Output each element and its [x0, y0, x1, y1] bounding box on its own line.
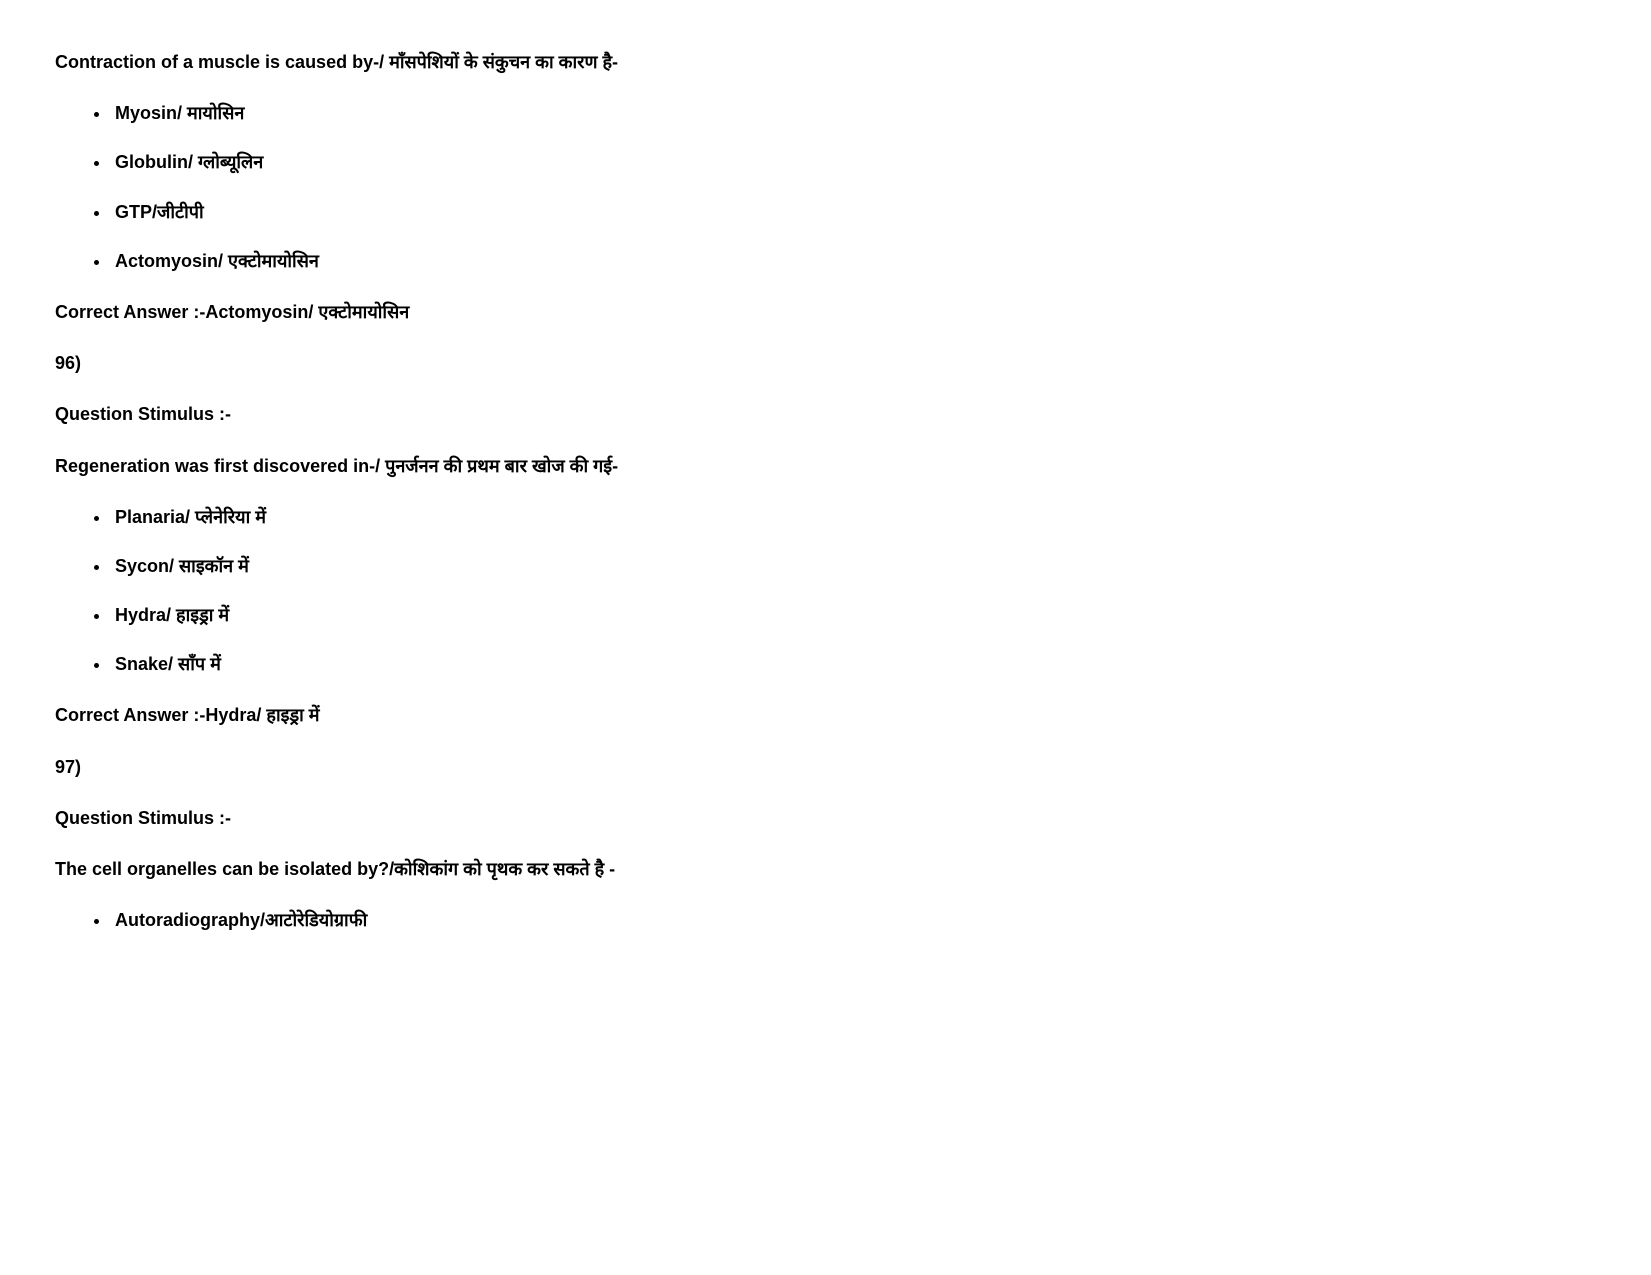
- option-item: Autoradiography/आटोरेडियोग्राफी: [111, 908, 1596, 933]
- option-item: Planaria/ प्लेनेरिया में: [111, 505, 1596, 530]
- options-list: Myosin/ मायोसिन Globulin/ ग्लोब्यूलिन GT…: [111, 101, 1596, 274]
- question-text: The cell organelles can be isolated by?/…: [55, 857, 1596, 882]
- options-list: Autoradiography/आटोरेडियोग्राफी: [111, 908, 1596, 933]
- option-item: Myosin/ मायोसिन: [111, 101, 1596, 126]
- option-item: Globulin/ ग्लोब्यूलिन: [111, 150, 1596, 175]
- correct-answer-label: Correct Answer :-: [55, 705, 205, 725]
- correct-answer-value: Actomyosin/ एक्टोमायोसिन: [205, 302, 409, 322]
- question-stimulus-label: Question Stimulus :-: [55, 806, 1596, 831]
- question-block-96: 96) Question Stimulus :- Regeneration wa…: [55, 351, 1596, 729]
- option-item: GTP/जीटीपी: [111, 200, 1596, 225]
- question-number: 96): [55, 351, 1596, 376]
- question-number: 97): [55, 755, 1596, 780]
- correct-answer: Correct Answer :-Actomyosin/ एक्टोमायोसि…: [55, 300, 1596, 325]
- option-item: Actomyosin/ एक्टोमायोसिन: [111, 249, 1596, 274]
- correct-answer: Correct Answer :-Hydra/ हाइड्रा में: [55, 703, 1596, 728]
- question-block-97: 97) Question Stimulus :- The cell organe…: [55, 755, 1596, 934]
- question-text: Regeneration was first discovered in-/ प…: [55, 454, 1596, 479]
- question-block-95: Contraction of a muscle is caused by-/ म…: [55, 50, 1596, 325]
- option-item: Snake/ साँप में: [111, 652, 1596, 677]
- question-stimulus-label: Question Stimulus :-: [55, 402, 1596, 427]
- options-list: Planaria/ प्लेनेरिया में Sycon/ साइकॉन म…: [111, 505, 1596, 678]
- option-item: Hydra/ हाइड्रा में: [111, 603, 1596, 628]
- question-text: Contraction of a muscle is caused by-/ म…: [55, 50, 1596, 75]
- correct-answer-label: Correct Answer :-: [55, 302, 205, 322]
- correct-answer-value: Hydra/ हाइड्रा में: [205, 705, 319, 725]
- option-item: Sycon/ साइकॉन में: [111, 554, 1596, 579]
